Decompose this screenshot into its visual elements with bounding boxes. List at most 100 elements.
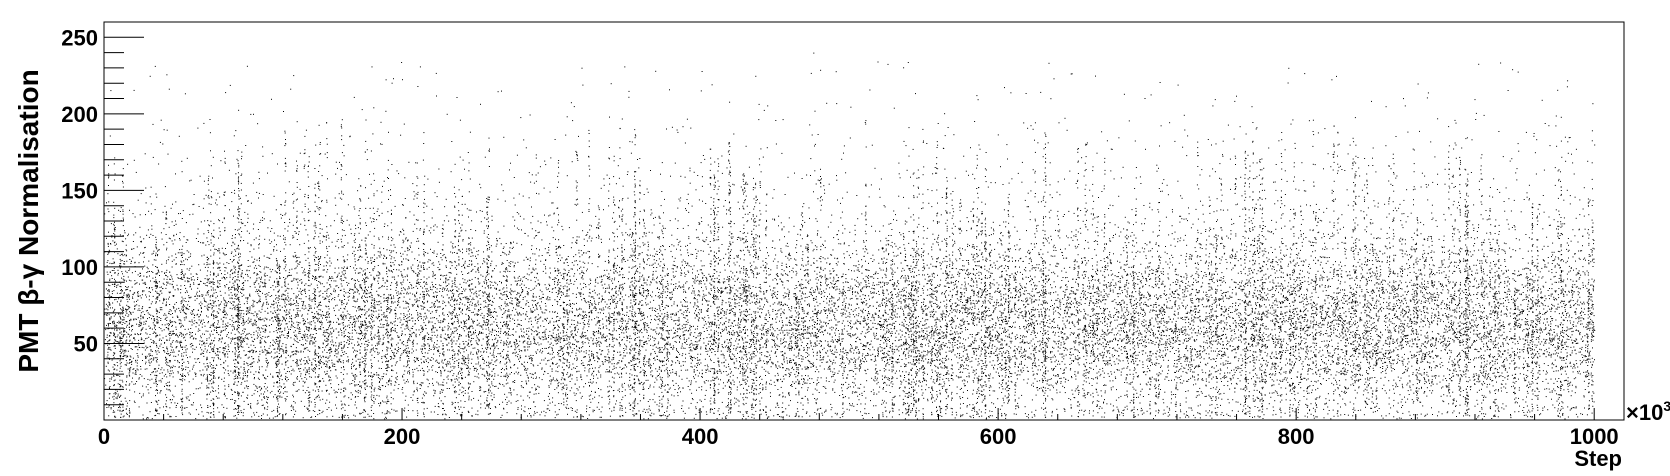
data-point bbox=[630, 350, 632, 352]
data-point bbox=[1206, 317, 1208, 319]
data-point bbox=[899, 329, 901, 331]
data-point bbox=[107, 361, 109, 363]
data-point bbox=[632, 296, 634, 298]
data-point bbox=[1150, 340, 1152, 341]
data-point bbox=[1414, 316, 1416, 318]
data-point bbox=[839, 395, 841, 396]
data-point bbox=[1476, 381, 1478, 383]
data-point bbox=[1123, 306, 1125, 308]
data-point bbox=[508, 400, 510, 402]
data-point bbox=[1267, 230, 1269, 232]
data-point bbox=[678, 286, 680, 288]
data-point bbox=[824, 309, 826, 311]
data-point bbox=[319, 360, 321, 362]
data-point bbox=[1040, 303, 1042, 305]
data-point bbox=[209, 352, 211, 353]
data-point bbox=[821, 325, 823, 327]
data-point bbox=[1560, 368, 1562, 370]
data-point bbox=[1548, 125, 1550, 127]
data-point bbox=[295, 410, 297, 412]
data-point bbox=[1413, 291, 1415, 293]
data-point bbox=[808, 367, 809, 368]
data-point bbox=[267, 172, 268, 174]
data-point bbox=[414, 294, 416, 296]
data-point bbox=[253, 272, 255, 274]
data-point bbox=[532, 253, 534, 255]
data-point bbox=[1345, 271, 1347, 273]
data-point bbox=[1551, 307, 1553, 309]
data-point bbox=[853, 240, 855, 242]
data-point bbox=[322, 276, 324, 278]
data-point bbox=[526, 291, 528, 293]
data-point bbox=[472, 255, 474, 257]
data-point bbox=[1586, 374, 1588, 376]
data-point bbox=[523, 218, 525, 220]
data-point bbox=[977, 317, 978, 319]
data-point bbox=[1358, 343, 1360, 345]
data-point bbox=[320, 290, 322, 292]
data-point bbox=[507, 314, 509, 316]
data-point bbox=[1106, 323, 1108, 325]
data-point bbox=[1226, 328, 1228, 330]
data-point bbox=[1041, 314, 1043, 316]
data-point bbox=[452, 311, 454, 312]
data-point bbox=[587, 262, 589, 264]
data-point bbox=[269, 417, 271, 419]
data-point bbox=[436, 296, 437, 298]
data-point bbox=[1462, 396, 1464, 398]
data-point bbox=[608, 284, 610, 286]
data-point bbox=[767, 361, 768, 363]
data-point bbox=[299, 310, 301, 312]
data-point bbox=[678, 198, 680, 200]
data-point bbox=[1444, 168, 1446, 170]
data-point bbox=[879, 344, 881, 345]
data-point bbox=[399, 348, 401, 349]
data-point bbox=[234, 298, 236, 300]
data-point bbox=[428, 349, 430, 351]
data-point bbox=[128, 306, 130, 308]
data-point bbox=[151, 378, 153, 380]
data-point bbox=[1507, 290, 1509, 292]
data-point bbox=[300, 298, 302, 300]
data-point bbox=[1374, 406, 1376, 408]
data-point bbox=[1203, 332, 1205, 334]
data-point bbox=[872, 292, 874, 294]
data-point bbox=[1506, 219, 1508, 221]
data-point bbox=[826, 317, 828, 319]
data-point bbox=[645, 302, 647, 304]
data-point bbox=[1571, 327, 1573, 329]
data-point bbox=[451, 404, 453, 406]
data-point bbox=[1409, 351, 1411, 353]
data-point bbox=[1000, 362, 1001, 364]
data-point bbox=[497, 374, 499, 376]
data-point bbox=[755, 324, 757, 326]
data-point bbox=[1136, 375, 1138, 377]
data-point bbox=[1192, 375, 1193, 377]
data-point bbox=[730, 338, 732, 340]
data-point bbox=[1329, 369, 1331, 370]
data-point bbox=[1160, 322, 1162, 324]
data-point bbox=[696, 402, 698, 404]
data-point bbox=[1429, 276, 1431, 278]
data-point bbox=[1470, 327, 1472, 329]
data-point bbox=[1193, 339, 1195, 341]
data-point bbox=[1528, 283, 1530, 285]
data-point bbox=[259, 389, 261, 391]
data-point bbox=[681, 272, 683, 274]
data-point bbox=[1105, 343, 1107, 345]
data-point bbox=[1574, 253, 1576, 255]
data-point bbox=[595, 310, 597, 311]
data-point bbox=[790, 345, 792, 347]
data-point bbox=[1082, 262, 1083, 263]
data-point bbox=[1092, 345, 1094, 347]
data-point bbox=[184, 297, 186, 299]
data-point bbox=[999, 290, 1001, 292]
data-point bbox=[1291, 249, 1293, 251]
data-point bbox=[1139, 291, 1141, 293]
data-point bbox=[1547, 257, 1549, 258]
data-point bbox=[654, 401, 656, 403]
data-point bbox=[113, 179, 115, 181]
data-point bbox=[967, 245, 968, 247]
data-point bbox=[780, 338, 782, 340]
data-point bbox=[963, 338, 964, 340]
